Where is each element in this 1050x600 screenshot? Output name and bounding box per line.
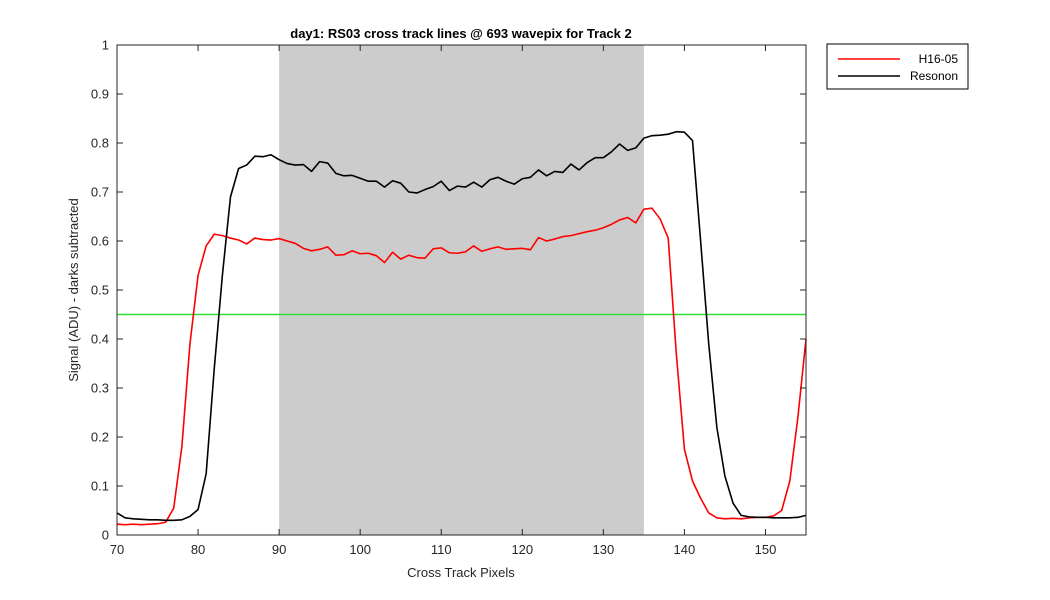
shaded-region <box>279 45 644 535</box>
ticks-layer: 70 80 90 100 110 120 130 140 150 0 0.1 0.2 0.3 0.4 0.5… <box>91 38 806 557</box>
legend-box <box>826 43 969 90</box>
y-tick-label: 0.6 <box>91 234 109 249</box>
legend: H16-05 Resonon <box>826 43 969 90</box>
shaded-region-layer <box>279 45 644 535</box>
y-tick-label: 0.2 <box>91 430 109 445</box>
x-axis-label: Cross Track Pixels <box>407 565 515 580</box>
x-tick-label: 80 <box>191 542 205 557</box>
chart-title: day1: RS03 cross track lines @ 693 wavep… <box>290 26 631 41</box>
y-tick-label: 0.8 <box>91 136 109 151</box>
y-axis-label: Signal (ADU) - darks subtracted <box>66 198 81 382</box>
legend-label-resonon: Resonon <box>910 69 958 83</box>
legend-label-h16-05: H16-05 <box>919 52 959 66</box>
series-layer <box>116 130 807 526</box>
y-tick-label: 0.9 <box>91 87 109 102</box>
x-tick-label: 100 <box>349 542 371 557</box>
x-tick-label: 130 <box>593 542 615 557</box>
y-tick-label: 0.5 <box>91 283 109 298</box>
x-tick-label: 70 <box>110 542 124 557</box>
x-tick-label: 140 <box>674 542 696 557</box>
x-tick-label: 110 <box>431 542 452 557</box>
y-tick-label: 0.3 <box>91 381 109 396</box>
x-tick-label: 120 <box>511 542 533 557</box>
y-tick-label: 0.4 <box>91 332 109 347</box>
y-tick-label: 0 <box>102 528 109 543</box>
y-tick-label: 0.7 <box>91 185 109 200</box>
series-line-h16-05 <box>116 207 807 526</box>
y-tick-label: 1 <box>102 38 109 53</box>
x-tick-label: 90 <box>272 542 286 557</box>
y-tick-label: 0.1 <box>91 479 109 494</box>
x-tick-label: 150 <box>755 542 777 557</box>
series-line-resonon <box>116 130 807 522</box>
